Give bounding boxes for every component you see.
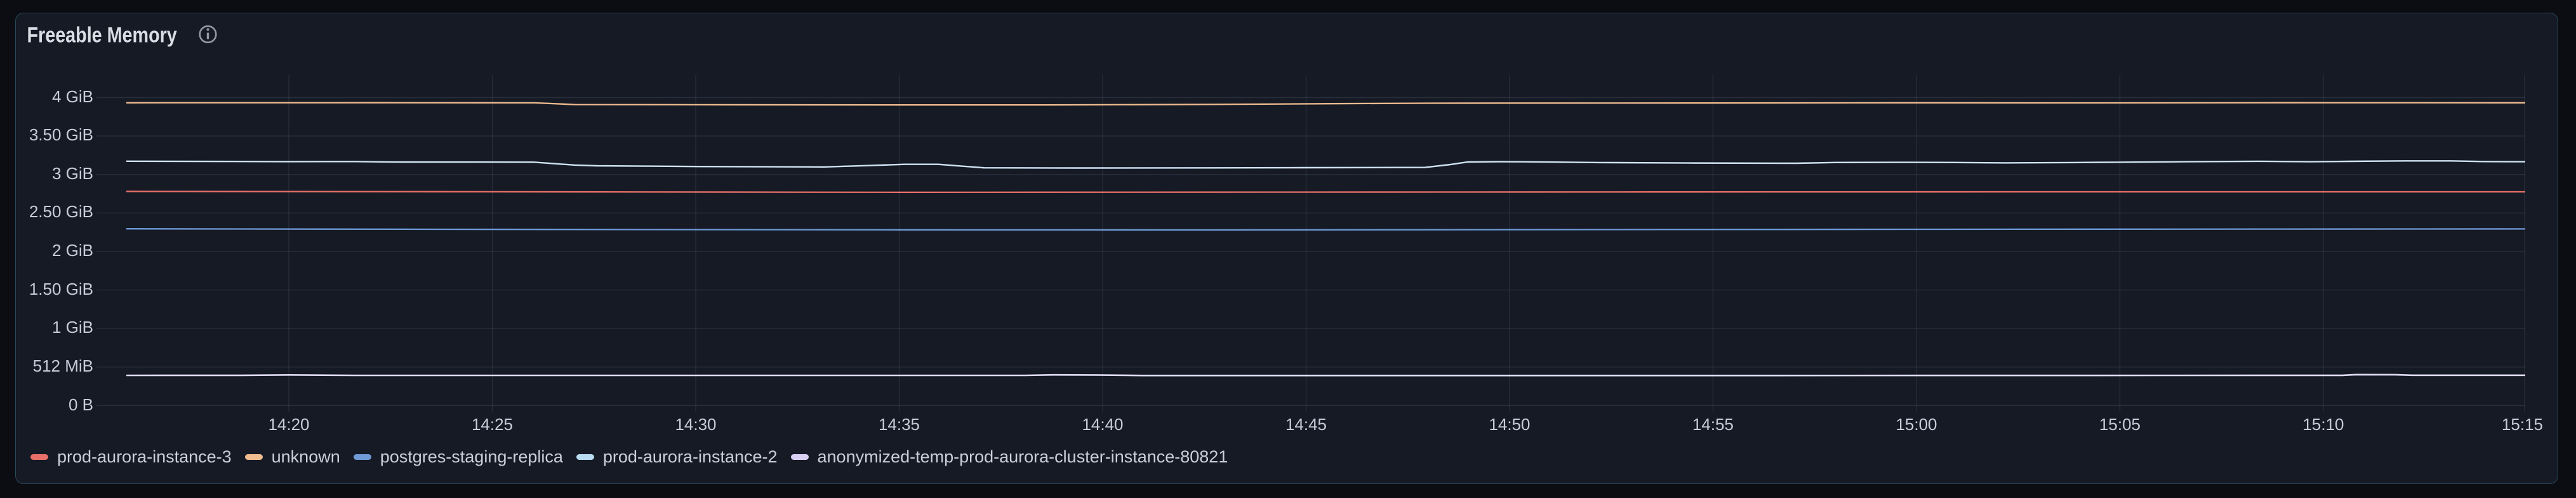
svg-text:Freeable Memory: Freeable Memory bbox=[27, 23, 178, 47]
